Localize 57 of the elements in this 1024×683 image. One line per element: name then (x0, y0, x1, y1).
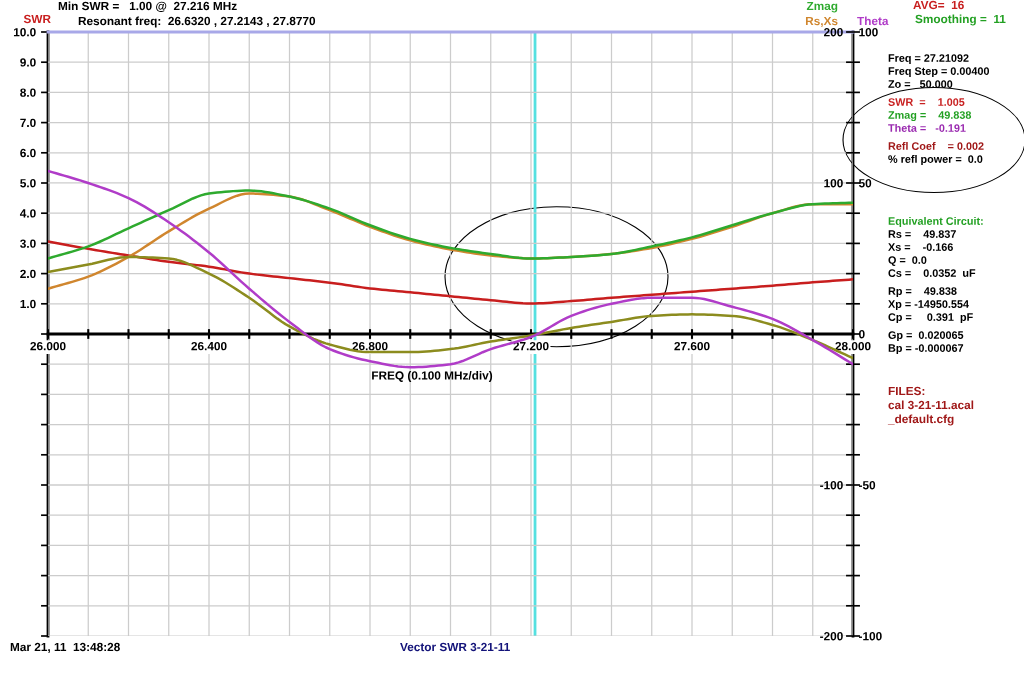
y3-tick-label: -100 (859, 632, 882, 641)
y-tick-label: 1.0 (20, 299, 36, 309)
y-tick-label: 4.0 (19, 209, 36, 218)
x-tick-label: 26.000 (30, 341, 66, 351)
text: Cp = 0.391 pF (888, 313, 973, 324)
y-tick-label: 3.0 (20, 239, 36, 248)
text: Rs = 49.837 (888, 230, 956, 238)
text: Xp = -14950.554 (888, 300, 969, 311)
x-tick-label: 26.800 (352, 341, 388, 351)
text: Vector SWR 3-21-11 (400, 642, 510, 652)
text: Theta (857, 16, 889, 26)
y3-tick-label: -50 (859, 481, 876, 490)
y-tick-label: 9.0 (20, 58, 36, 67)
x-tick-label: 27.200 (513, 341, 549, 351)
text: Gp = 0.020065 (888, 331, 964, 342)
y-tick-label: 6.0 (20, 148, 36, 158)
text: Bp = -0.000067 (888, 344, 964, 355)
y3-tick-label: 100 (859, 28, 878, 37)
text: Q = 0.0 (888, 256, 927, 266)
text: Zmag = 49.838 (888, 111, 972, 122)
text: _default.cfg (887, 414, 954, 426)
text: AVG= 16 (913, 0, 964, 10)
text: Zo = 50.000 (888, 80, 953, 88)
text: SWR = 1.005 (888, 98, 965, 106)
y3-tick-label: 0 (859, 330, 865, 339)
chart-title: Min SWR = 1.00 @ 27.216 MHz (58, 1, 237, 12)
x-tick-label: 28.000 (835, 341, 871, 351)
y2-tick-label: -100 (820, 481, 843, 490)
x-tick-label: 27.600 (674, 341, 710, 351)
y3-tick-label: 50 (858, 179, 872, 188)
y2-tick-label: -200 (820, 632, 843, 641)
text: Theta = -0.191 (888, 123, 966, 132)
text: Smoothing = 11 (915, 14, 1006, 26)
text: % refl power = 0.0 (888, 154, 983, 166)
y-tick-label: 2.0 (20, 269, 36, 278)
text: Freq = 27.21092 (888, 54, 969, 65)
text: Rp = 49.838 (888, 287, 957, 298)
text: FILES: (888, 386, 925, 396)
text: SWR (23, 14, 51, 24)
text: Zmag (806, 1, 838, 13)
text: Rs,Xs (805, 16, 838, 27)
y-tick-label: 8.0 (20, 88, 36, 97)
y-tick-label: 7.0 (20, 118, 36, 127)
y-tick-label: 5.0 (20, 179, 36, 188)
x-tick-label: 26.400 (191, 341, 227, 351)
text: Xs = -0.166 (888, 243, 953, 251)
text: cal 3-21-11.acal (888, 400, 974, 410)
y2-tick-label: 100 (824, 179, 843, 188)
y-tick-label: 10.0 (13, 28, 36, 37)
text: Freq Step = 0.00400 (888, 67, 990, 78)
text: Equivalent Circuit: (888, 216, 983, 228)
text: Cs = 0.0352 uF (888, 269, 976, 277)
y2-tick-label: 200 (823, 28, 843, 37)
chart-subtitle: Resonant freq: 26.6320 , 27.2143 , 27.8770 (78, 16, 316, 28)
text: Mar 21, 11 13:48:28 (10, 642, 120, 653)
x-axis-title: FREQ (0.100 MHz/div) (372, 371, 493, 383)
text: Refl Coef = 0.002 (888, 141, 984, 150)
